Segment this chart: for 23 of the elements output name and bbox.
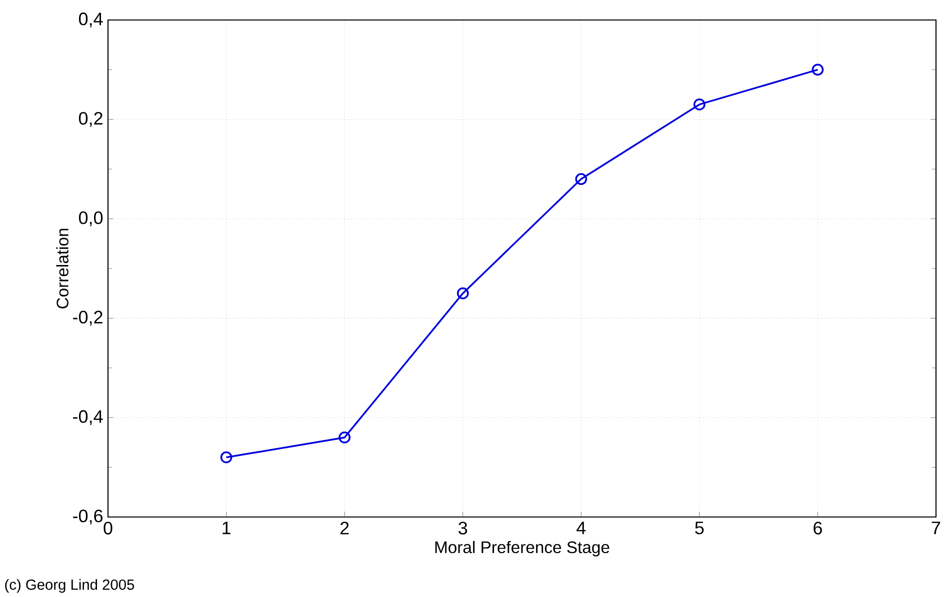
- y-tick-label: -0,2: [73, 310, 102, 326]
- y-tick-label: 0,4: [78, 12, 103, 28]
- x-tick-label: 6: [814, 522, 822, 534]
- x-tick-label: 0: [104, 522, 112, 534]
- point: [693, 98, 706, 110]
- x-tick-label: 4: [576, 522, 586, 534]
- x-tick-label: 1: [222, 522, 230, 534]
- y-tick-label: -0,4: [73, 410, 103, 426]
- y-tick-label: 0,2: [78, 112, 102, 127]
- x-axis-title: Moral Preference Stage: [435, 540, 610, 556]
- x-tick-label: 5: [695, 522, 704, 534]
- y-tick-label: 0,0: [78, 211, 103, 226]
- point: [456, 287, 469, 300]
- point: [575, 173, 588, 185]
- point: [220, 451, 232, 464]
- text: (c) Georg Lind 2005: [5, 579, 134, 593]
- point: [338, 432, 351, 444]
- y-axis-title: Correlation: [56, 228, 68, 308]
- point: [812, 64, 824, 76]
- y-tick-label: -0,6: [73, 510, 103, 524]
- x-tick-label: 2: [340, 522, 349, 534]
- x-tick-label: 3: [458, 522, 468, 534]
- x-tick-label: 7: [932, 522, 940, 534]
